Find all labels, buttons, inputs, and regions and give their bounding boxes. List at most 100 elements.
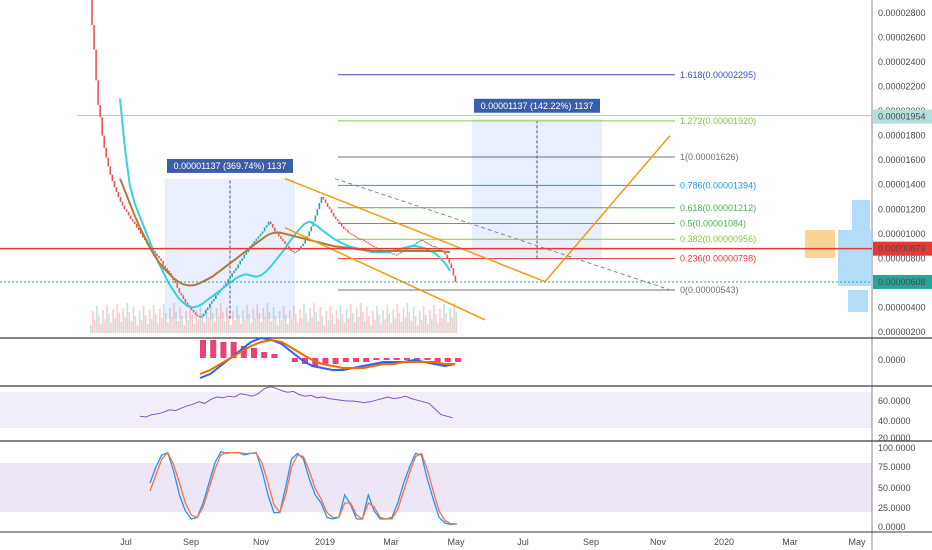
volume-bar — [402, 308, 405, 333]
volume-bar — [116, 304, 118, 333]
price-candle — [332, 212, 335, 217]
time-axis-label: May — [848, 537, 866, 547]
volume-bar — [152, 305, 155, 333]
price-candle — [208, 303, 211, 308]
macd-histogram-bar — [271, 354, 278, 358]
volume-bar — [185, 311, 188, 333]
price-candle — [99, 104, 101, 118]
price-candle — [227, 279, 229, 283]
price-candle — [247, 249, 250, 253]
volume-bar — [120, 322, 123, 333]
price-candle — [255, 238, 258, 242]
time-axis-label: Nov — [650, 537, 667, 547]
volume-bar — [124, 317, 127, 333]
fib-level-label: 1(0.00001626) — [680, 152, 739, 162]
price-candle — [206, 307, 209, 310]
price-tick-label: 0.00001800 — [878, 131, 926, 141]
volume-bar — [108, 314, 110, 333]
price-candle — [135, 223, 138, 228]
price-candle — [261, 231, 264, 234]
stoch-tick-label: 25.0000 — [878, 503, 911, 513]
price-candle — [314, 215, 317, 222]
price-candle — [290, 248, 292, 252]
channel-line — [284, 177, 546, 283]
volume-bar — [418, 311, 421, 333]
volume-bar — [313, 303, 315, 333]
volume-bar — [343, 323, 346, 333]
time-axis-label: Jul — [120, 537, 132, 547]
volume-bar — [161, 318, 163, 333]
macd-histogram-bar — [230, 342, 237, 358]
fib-level-label: 1.272(0.00001920) — [680, 116, 756, 126]
volume-bar — [92, 311, 94, 333]
price-candle — [422, 239, 424, 242]
volume-bar — [209, 304, 212, 333]
price-tag-bg — [873, 241, 932, 256]
volume-bar — [426, 324, 429, 333]
volume-bar — [429, 310, 431, 333]
volume-bar — [408, 312, 411, 333]
volume-bar — [126, 303, 129, 333]
volume-bar — [140, 320, 143, 333]
volume-bar — [112, 309, 114, 333]
volume-bar — [347, 318, 350, 333]
volume-bar — [165, 313, 167, 333]
price-candle — [265, 225, 268, 228]
volume-bar — [254, 318, 257, 333]
price-tick-label: 0.00001400 — [878, 180, 926, 190]
volume-bar — [156, 323, 159, 333]
volume-bar — [128, 312, 131, 333]
macd-line — [199, 336, 456, 379]
volume-profile-bar — [805, 230, 835, 258]
signal-line — [199, 338, 455, 375]
price-candle — [194, 312, 197, 315]
price-candle — [450, 263, 453, 269]
price-candle — [190, 307, 193, 310]
volume-bar — [301, 318, 303, 333]
volume-bar — [374, 320, 376, 333]
volume-bar — [305, 313, 307, 333]
price-candle — [168, 270, 170, 274]
price-candle — [105, 147, 108, 158]
price-candle — [416, 242, 418, 244]
stoch-tick-label: 75.0000 — [878, 462, 911, 472]
price-candle — [200, 316, 203, 318]
rsi-tick-label: 20.0000 — [878, 433, 911, 443]
volume-bar — [154, 314, 157, 333]
price-candle — [158, 255, 160, 259]
volume-bar — [181, 316, 183, 333]
volume-bar — [331, 315, 334, 333]
indicator-layer — [0, 336, 872, 526]
volume-bar — [351, 313, 354, 333]
price-candle — [389, 252, 392, 254]
price-candle — [284, 241, 286, 244]
volume-bar — [134, 316, 137, 333]
volume-bar — [437, 323, 439, 333]
trend-line-dashed — [334, 178, 671, 291]
volume-profile-bar — [838, 230, 872, 258]
volume-bar — [420, 320, 423, 333]
volume-profile-bar — [838, 258, 872, 286]
volume-bar — [177, 321, 179, 333]
price-candle — [239, 260, 242, 265]
volume-bar — [362, 312, 364, 333]
price-candle — [326, 203, 329, 207]
price-candle — [225, 282, 227, 286]
price-candle — [320, 196, 323, 204]
volume-bar — [258, 313, 261, 333]
price-candle — [355, 236, 357, 238]
price-candle — [186, 302, 189, 306]
price-candle — [121, 201, 124, 206]
macd-histogram-bar — [240, 346, 247, 358]
fib-level-label: 0.382(0.00000956) — [680, 234, 756, 244]
volume-bar — [270, 321, 273, 333]
time-axis-label: Mar — [782, 537, 798, 547]
macd-histogram-bar — [220, 342, 227, 358]
price-candle — [344, 228, 347, 231]
price-candle — [363, 239, 365, 242]
price-candle — [257, 236, 260, 239]
background-layer — [77, 74, 872, 333]
price-candle — [393, 253, 396, 255]
price-candle — [229, 276, 231, 280]
